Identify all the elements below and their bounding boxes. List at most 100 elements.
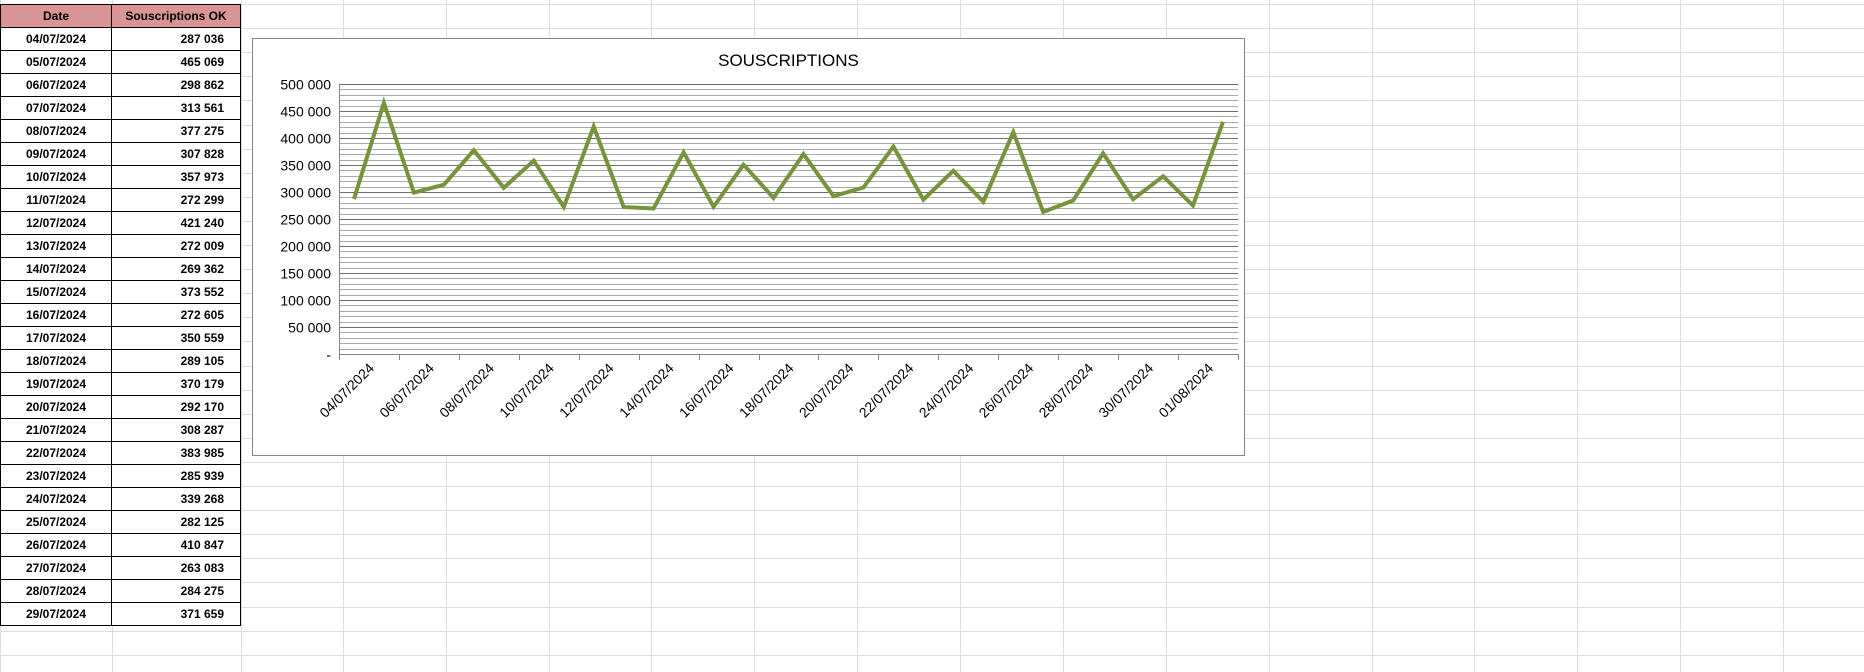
cell-date[interactable]: 12/07/2024	[0, 211, 112, 235]
x-tick-label: 06/07/2024	[376, 360, 437, 421]
cell-date[interactable]: 13/07/2024	[0, 234, 112, 258]
cell-date[interactable]: 28/07/2024	[0, 579, 112, 603]
y-tick-label: 150 000	[280, 266, 331, 282]
table-row: 19/07/2024 370 179	[0, 372, 241, 396]
cell-souscriptions[interactable]: 272 299	[111, 188, 241, 212]
cell-date[interactable]: 25/07/2024	[0, 510, 112, 534]
cell-date[interactable]: 20/07/2024	[0, 395, 112, 419]
table-header-row: Date Souscriptions OK	[0, 4, 241, 28]
table-row: 20/07/2024 292 170	[0, 395, 241, 419]
y-tick-label: 350 000	[280, 158, 331, 174]
y-tick-label: 100 000	[280, 293, 331, 309]
cell-souscriptions[interactable]: 289 105	[111, 349, 241, 373]
cell-souscriptions[interactable]: 350 559	[111, 326, 241, 350]
table-row: 04/07/2024 287 036	[0, 27, 241, 51]
y-tick-label: 450 000	[280, 104, 331, 120]
cell-souscriptions[interactable]: 298 862	[111, 73, 241, 97]
cell-date[interactable]: 08/07/2024	[0, 119, 112, 143]
column-header-date[interactable]: Date	[0, 4, 112, 28]
cell-souscriptions[interactable]: 307 828	[111, 142, 241, 166]
data-table: Date Souscriptions OK 04/07/2024 287 036 0…	[0, 4, 241, 626]
x-tick-label: 24/07/2024	[916, 360, 977, 421]
x-tick-label: 22/07/2024	[856, 360, 917, 421]
cell-souscriptions[interactable]: 313 561	[111, 96, 241, 120]
y-tick-label: 50 000	[288, 320, 331, 336]
table-row: 12/07/2024 421 240	[0, 211, 241, 235]
cell-souscriptions[interactable]: 272 605	[111, 303, 241, 327]
cell-souscriptions[interactable]: 357 973	[111, 165, 241, 189]
column-header-souscriptions[interactable]: Souscriptions OK	[111, 4, 241, 28]
cell-souscriptions[interactable]: 373 552	[111, 280, 241, 304]
cell-souscriptions[interactable]: 377 275	[111, 119, 241, 143]
table-row: 17/07/2024 350 559	[0, 326, 241, 350]
cell-souscriptions[interactable]: 465 069	[111, 50, 241, 74]
series-line	[352, 96, 1225, 215]
table-row: 18/07/2024 289 105	[0, 349, 241, 373]
cell-date[interactable]: 10/07/2024	[0, 165, 112, 189]
table-row: 28/07/2024 284 275	[0, 579, 241, 603]
cell-date[interactable]: 11/07/2024	[0, 188, 112, 212]
cell-date[interactable]: 16/07/2024	[0, 303, 112, 327]
table-row: 25/07/2024 282 125	[0, 510, 241, 534]
souscriptions-chart[interactable]: SOUSCRIPTIONS - 50 000 100 000 150 000 200 00…	[252, 38, 1245, 456]
table-row: 10/07/2024 357 973	[0, 165, 241, 189]
cell-date[interactable]: 05/07/2024	[0, 50, 112, 74]
table-row: 13/07/2024 272 009	[0, 234, 241, 258]
cell-date[interactable]: 09/07/2024	[0, 142, 112, 166]
cell-souscriptions[interactable]: 371 659	[111, 602, 241, 626]
table-row: 09/07/2024 307 828	[0, 142, 241, 166]
x-tick-label: 10/07/2024	[496, 360, 557, 421]
x-tick-label: 12/07/2024	[556, 360, 617, 421]
cell-souscriptions[interactable]: 410 847	[111, 533, 241, 557]
cell-souscriptions[interactable]: 383 985	[111, 441, 241, 465]
cell-date[interactable]: 21/07/2024	[0, 418, 112, 442]
cell-souscriptions[interactable]: 421 240	[111, 211, 241, 235]
table-row: 08/07/2024 377 275	[0, 119, 241, 143]
cell-date[interactable]: 26/07/2024	[0, 533, 112, 557]
cell-date[interactable]: 24/07/2024	[0, 487, 112, 511]
cell-date[interactable]: 14/07/2024	[0, 257, 112, 281]
cell-souscriptions[interactable]: 339 268	[111, 487, 241, 511]
x-tick-label: 28/07/2024	[1035, 360, 1096, 421]
cell-date[interactable]: 23/07/2024	[0, 464, 112, 488]
x-tick-label: 14/07/2024	[616, 360, 677, 421]
x-tick-label: 01/08/2024	[1155, 360, 1216, 421]
table-row: 05/07/2024 465 069	[0, 50, 241, 74]
cell-date[interactable]: 29/07/2024	[0, 602, 112, 626]
cell-date[interactable]: 27/07/2024	[0, 556, 112, 580]
cell-souscriptions[interactable]: 292 170	[111, 395, 241, 419]
cell-date[interactable]: 15/07/2024	[0, 280, 112, 304]
table-row: 23/07/2024 285 939	[0, 464, 241, 488]
table-row: 29/07/2024 371 659	[0, 602, 241, 626]
cell-souscriptions[interactable]: 308 287	[111, 418, 241, 442]
x-tick-label: 30/07/2024	[1095, 360, 1156, 421]
table-row: 11/07/2024 272 299	[0, 188, 241, 212]
table-row: 22/07/2024 383 985	[0, 441, 241, 465]
y-tick-label: 250 000	[280, 212, 331, 228]
cell-souscriptions[interactable]: 269 362	[111, 257, 241, 281]
cell-souscriptions[interactable]: 370 179	[111, 372, 241, 396]
cell-date[interactable]: 07/07/2024	[0, 96, 112, 120]
cell-date[interactable]: 22/07/2024	[0, 441, 112, 465]
table-row: 16/07/2024 272 605	[0, 303, 241, 327]
y-tick-label: -	[326, 347, 331, 363]
cell-souscriptions[interactable]: 263 083	[111, 556, 241, 580]
cell-souscriptions[interactable]: 285 939	[111, 464, 241, 488]
cell-date[interactable]: 04/07/2024	[0, 27, 112, 51]
table-row: 27/07/2024 263 083	[0, 556, 241, 580]
cell-souscriptions[interactable]: 282 125	[111, 510, 241, 534]
cell-date[interactable]: 06/07/2024	[0, 73, 112, 97]
chart-canvas: SOUSCRIPTIONS - 50 000 100 000 150 000 200 00…	[280, 51, 1239, 421]
cell-souscriptions[interactable]: 287 036	[111, 27, 241, 51]
table-row: 24/07/2024 339 268	[0, 487, 241, 511]
cell-date[interactable]: 19/07/2024	[0, 372, 112, 396]
x-tick-label: 20/07/2024	[796, 360, 857, 421]
cell-souscriptions[interactable]: 284 275	[111, 579, 241, 603]
cell-souscriptions[interactable]: 272 009	[111, 234, 241, 258]
cell-date[interactable]: 17/07/2024	[0, 326, 112, 350]
cell-date[interactable]: 18/07/2024	[0, 349, 112, 373]
y-tick-label: 500 000	[280, 77, 331, 93]
y-tick-label: 400 000	[280, 131, 331, 147]
table-row: 07/07/2024 313 561	[0, 96, 241, 120]
table-row: 26/07/2024 410 847	[0, 533, 241, 557]
